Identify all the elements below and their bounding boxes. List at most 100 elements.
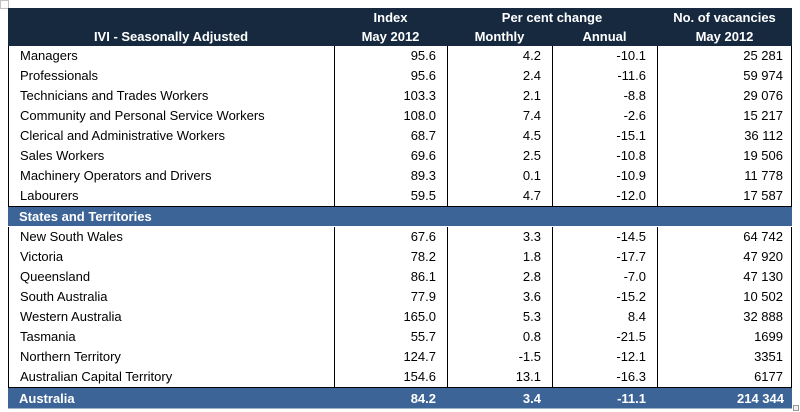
footer-monthly-value: 3.4 [522,391,541,406]
annual-value-cell: -12.1 [552,347,657,367]
annual-value-cell: -15.2 [552,287,657,307]
annual-value-cell: -17.7 [552,247,657,267]
table-row: Labourers 59.5 4.7 -12.0 17 587 [9,186,791,206]
index-value-cell: 68.7 [334,126,447,146]
row-label-cell: Tasmania [20,329,76,344]
vacancies-value-cell: 6177 [657,367,791,387]
table-row: Northern Territory 124.7 -1.5 -12.1 3351 [9,347,791,367]
monthly-value-cell: 2.8 [447,267,552,287]
header-index-group: Index [373,10,408,25]
table-row: South Australia 77.9 3.6 -15.2 10 502 [9,287,791,307]
footer-vacancies-value: 214 344 [737,391,784,406]
annual-value-cell: -15.1 [552,126,657,146]
header-vacancies-group: No. of vacancies [673,10,776,25]
vacancies-value-cell: 11 778 [657,166,791,186]
table-section: Managers 95.6 4.2 -10.1 25 281 Professionals 9… [8,46,792,207]
monthly-value-cell: 2.5 [447,146,552,166]
monthly-value-cell: 2.4 [447,66,552,86]
header-change-group: Per cent change [501,10,603,25]
annual-value-cell: -8.8 [552,86,657,106]
index-value-cell: 89.3 [334,166,447,186]
footer-row-australia: Australia 84.2 3.4 -11.1 214 344 [8,388,792,409]
table-row: Managers 95.6 4.2 -10.1 25 281 [9,46,791,66]
table-sections: Managers 95.6 4.2 -10.1 25 281 Professionals 9… [8,46,792,388]
vacancies-value-cell: 17 587 [657,186,791,206]
annual-value-cell: -10.9 [552,166,657,186]
vacancies-value-cell: 47 920 [657,247,791,267]
monthly-value-cell: 2.1 [447,86,552,106]
monthly-value-cell: 4.7 [447,186,552,206]
monthly-value-cell: 0.1 [447,166,552,186]
footer-index-value: 84.2 [410,391,436,406]
vacancies-value-cell: 47 130 [657,267,791,287]
annual-value-cell: -14.5 [552,227,657,247]
index-value-cell: 59.5 [334,186,447,206]
row-label-cell: Clerical and Administrative Workers [20,128,225,143]
vacancies-value-cell: 59 974 [657,66,791,86]
table-row: Community and Personal Service Workers 10… [9,106,791,126]
annual-value-cell: -7.0 [552,267,657,287]
monthly-value-cell: -1.5 [447,347,552,367]
ivi-table: Index Per cent change No. of vacancies I… [8,8,792,409]
monthly-value-cell: 3.6 [447,287,552,307]
monthly-value-cell: 7.4 [447,106,552,126]
annual-value-cell: 8.4 [552,307,657,327]
index-value-cell: 124.7 [334,347,447,367]
table-row: Victoria 78.2 1.8 -17.7 47 920 [9,247,791,267]
table-section: New South Wales 67.6 3.3 -14.5 64 742 Victori… [8,227,792,388]
monthly-value-cell: 4.5 [447,126,552,146]
annual-value-cell: -2.6 [552,106,657,126]
header-table-title: IVI - Seasonally Adjusted [93,29,249,44]
vacancies-value-cell: 19 506 [657,146,791,166]
annual-value-cell: -12.0 [552,186,657,206]
row-label-cell: Western Australia [20,309,122,324]
row-label-cell: Australian Capital Territory [20,369,173,384]
index-value-cell: 165.0 [334,307,447,327]
row-label-cell: Queensland [20,269,91,284]
row-label-cell: Professionals [20,68,99,83]
screenshot-fill-handle-artifact [793,405,799,411]
row-label-cell: Managers [20,48,78,63]
annual-value-cell: -16.3 [552,367,657,387]
row-label-cell: Technicians and Trades Workers [20,88,209,103]
index-value-cell: 103.3 [334,86,447,106]
table-row: Queensland 86.1 2.8 -7.0 47 130 [9,267,791,287]
vacancies-value-cell: 10 502 [657,287,791,307]
table-row: Sales Workers 69.6 2.5 -10.8 19 506 [9,146,791,166]
table-row: Western Australia 165.0 5.3 8.4 32 888 [9,307,791,327]
header-monthly-sub: Monthly [474,29,525,44]
table-header: Index Per cent change No. of vacancies I… [8,8,792,46]
annual-value-cell: -21.5 [552,327,657,347]
row-label-cell: Victoria [20,249,64,264]
vacancies-value-cell: 1699 [657,327,791,347]
footer-annual-value: -11.1 [617,391,646,406]
row-label-cell: Labourers [20,188,79,203]
row-label-cell: South Australia [20,289,108,304]
table-row: Australian Capital Territory 154.6 13.1 -16… [9,367,791,387]
vacancies-value-cell: 15 217 [657,106,791,126]
index-value-cell: 77.9 [334,287,447,307]
vacancies-value-cell: 64 742 [657,227,791,247]
monthly-value-cell: 13.1 [447,367,552,387]
annual-value-cell: -10.8 [552,146,657,166]
table-row: Professionals 95.6 2.4 -11.6 59 974 [9,66,791,86]
vacancies-value-cell: 3351 [657,347,791,367]
index-value-cell: 154.6 [334,367,447,387]
header-label-spacer [8,8,334,27]
header-group-row: Index Per cent change No. of vacancies [8,8,792,27]
index-value-cell: 78.2 [334,247,447,267]
screenshot-corner-artifact [0,0,9,9]
row-label-cell: Northern Territory [20,349,121,364]
section-heading-row: States and Territories [8,207,792,227]
table-row: Tasmania 55.7 0.8 -21.5 1699 [9,327,791,347]
monthly-value-cell: 4.2 [447,46,552,66]
header-vacancies-sub: May 2012 [695,29,754,44]
table-row: New South Wales 67.6 3.3 -14.5 64 742 [9,227,791,247]
annual-value-cell: -10.1 [552,46,657,66]
index-value-cell: 86.1 [334,267,447,287]
index-value-cell: 67.6 [334,227,447,247]
monthly-value-cell: 3.3 [447,227,552,247]
index-value-cell: 108.0 [334,106,447,126]
row-label-cell: Machinery Operators and Drivers [20,168,212,183]
table-row: Clerical and Administrative Workers 68.7 4… [9,126,791,146]
